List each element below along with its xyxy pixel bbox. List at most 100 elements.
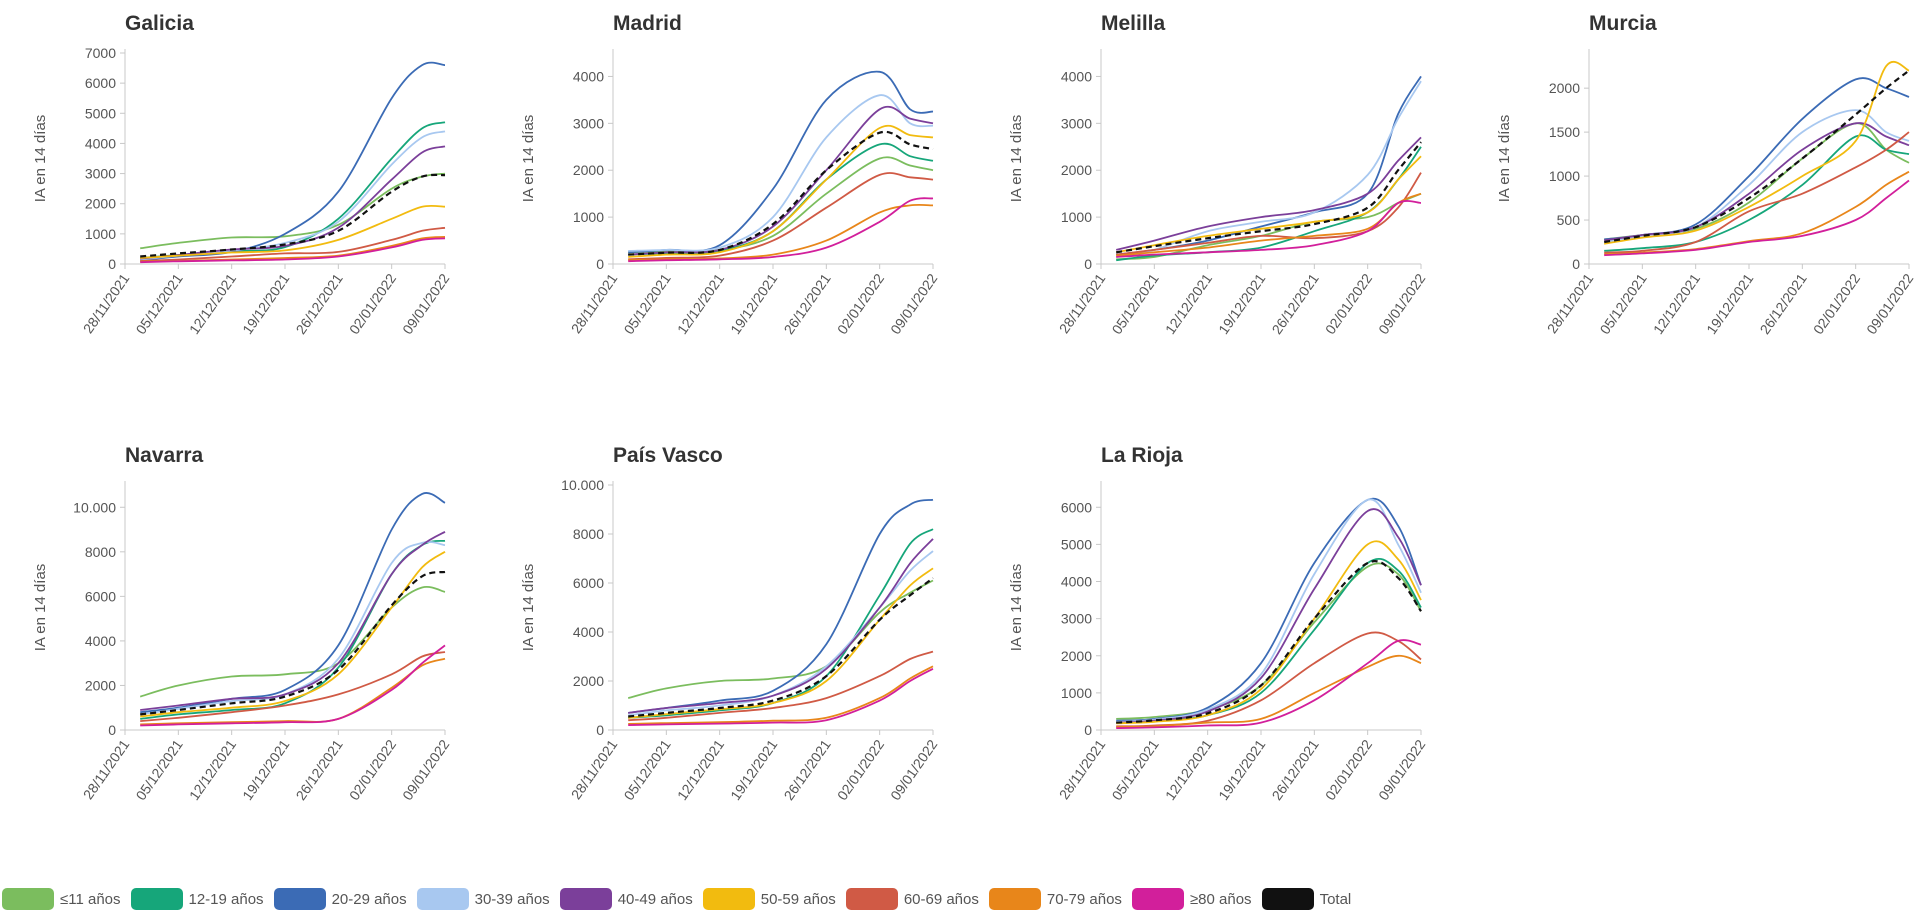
series-line-40-49-a-os bbox=[628, 538, 934, 714]
chart-panel-4: Navarra IA en 14 días 0 2000 4000 6000 8000 10.… bbox=[32, 444, 453, 803]
x-tick-label: 02/01/2022 bbox=[1322, 736, 1375, 803]
y-tick-label: 4000 bbox=[85, 633, 116, 649]
legend: ≤11 años 12-19 años 20-29 años 30-39 años 40… bbox=[0, 888, 1930, 910]
legend-item[interactable]: 40-49 años bbox=[559, 888, 693, 910]
x-tick-label: 05/12/2021 bbox=[1596, 270, 1649, 337]
x-tick-label: 05/12/2021 bbox=[132, 270, 185, 337]
series-line-60-69-a-os bbox=[140, 226, 446, 262]
y-tick-label: 2000 bbox=[573, 673, 604, 689]
x-tick-label: 09/01/2022 bbox=[399, 736, 452, 803]
legend-item[interactable]: 30-39 años bbox=[416, 888, 550, 910]
y-tick-label: 0 bbox=[1572, 256, 1580, 272]
y-tick-label: 10.000 bbox=[73, 499, 116, 515]
legend-item[interactable]: 12-19 años bbox=[130, 888, 264, 910]
y-tick-label: 0 bbox=[596, 722, 604, 738]
x-tick-label: 26/12/2021 bbox=[292, 736, 345, 803]
y-tick-label: 1500 bbox=[1549, 124, 1580, 140]
series-line-60-69-a-os bbox=[140, 651, 446, 722]
x-tick-label: 26/12/2021 bbox=[1268, 270, 1321, 337]
series-line-12-19-a-os bbox=[628, 142, 934, 256]
legend-label: 40-49 años bbox=[617, 890, 693, 908]
y-tick-label: 3000 bbox=[1061, 115, 1092, 131]
series-line-30-39-a-os bbox=[140, 541, 446, 716]
x-tick-label: 05/12/2021 bbox=[132, 736, 185, 803]
y-tick-label: 5000 bbox=[85, 105, 116, 121]
x-tick-label: 26/12/2021 bbox=[292, 270, 345, 337]
y-tick-label: 3000 bbox=[1061, 611, 1092, 627]
x-tick-label: 02/01/2022 bbox=[1810, 270, 1863, 337]
x-tick-label: 05/12/2021 bbox=[1108, 270, 1161, 337]
series-line-total bbox=[1604, 69, 1910, 244]
legend-item[interactable]: 60-69 años bbox=[845, 888, 979, 910]
y-tick-label: 0 bbox=[1084, 256, 1092, 272]
x-tick-label: 05/12/2021 bbox=[1108, 736, 1161, 803]
x-tick-label: 12/12/2021 bbox=[186, 736, 239, 803]
y-axis-label: IA en 14 días bbox=[1008, 115, 1025, 203]
series-line--80-a-os bbox=[628, 668, 934, 726]
series-line-12-19-a-os bbox=[628, 528, 934, 719]
y-axis-label: IA en 14 días bbox=[32, 564, 49, 652]
y-tick-label: 10.000 bbox=[561, 477, 604, 493]
legend-label: 50-59 años bbox=[760, 890, 836, 908]
x-tick-label: 19/12/2021 bbox=[1703, 270, 1756, 337]
legend-item[interactable]: Total bbox=[1261, 888, 1351, 910]
legend-item[interactable]: 50-59 años bbox=[702, 888, 836, 910]
series-line-40-49-a-os bbox=[628, 105, 934, 256]
x-tick-label: 05/12/2021 bbox=[620, 270, 673, 337]
x-tick-label: 02/01/2022 bbox=[1322, 270, 1375, 337]
y-axis-label: IA en 14 días bbox=[32, 115, 49, 203]
legend-label: 70-79 años bbox=[1046, 890, 1122, 908]
series-line-40-49-a-os bbox=[1604, 122, 1910, 242]
x-tick-label: 02/01/2022 bbox=[834, 270, 887, 337]
legend-swatch bbox=[1261, 888, 1314, 910]
legend-item[interactable]: 70-79 años bbox=[988, 888, 1122, 910]
panel-title: Murcia bbox=[1589, 12, 1657, 35]
series-line--11-a-os bbox=[627, 579, 934, 699]
y-tick-label: 6000 bbox=[573, 575, 604, 591]
y-tick-label: 0 bbox=[108, 722, 116, 738]
series-line--11-a-os bbox=[628, 156, 934, 254]
x-tick-label: 28/11/2021 bbox=[1544, 270, 1597, 336]
x-tick-label: 02/01/2022 bbox=[346, 270, 399, 337]
series-line--80-a-os bbox=[140, 237, 446, 264]
series-line-40-49-a-os bbox=[1115, 136, 1422, 251]
series-line-70-79-a-os bbox=[1116, 654, 1422, 728]
y-tick-label: 1000 bbox=[573, 209, 604, 225]
legend-item[interactable]: 20-29 años bbox=[273, 888, 407, 910]
series-line-30-39-a-os bbox=[1604, 109, 1910, 243]
chart-panel-2: Melilla IA en 14 días 0 1000 2000 3000 4000 28/… bbox=[1008, 12, 1429, 337]
series-line--11-a-os bbox=[1604, 122, 1910, 241]
y-tick-label: 4000 bbox=[573, 68, 604, 84]
x-tick-label: 09/01/2022 bbox=[1375, 736, 1428, 803]
y-tick-label: 2000 bbox=[85, 677, 116, 693]
y-tick-label: 1000 bbox=[1061, 209, 1092, 225]
legend-swatch bbox=[559, 888, 612, 910]
y-tick-label: 0 bbox=[108, 256, 116, 272]
chart-panel-1: Madrid IA en 14 días 0 1000 2000 3000 4000 28/1… bbox=[520, 12, 941, 337]
chart-panel-3: Murcia IA en 14 días 0 500 1000 1500 2000 28/11… bbox=[1496, 12, 1917, 337]
chart-panel-0: Galicia IA en 14 días 0 1000 2000 3000 4000 500… bbox=[32, 12, 453, 337]
panel-title: Galicia bbox=[125, 12, 194, 35]
series-line-20-29-a-os bbox=[140, 492, 446, 714]
series-line-total bbox=[628, 577, 934, 718]
y-tick-label: 6000 bbox=[1061, 499, 1092, 515]
x-tick-label: 26/12/2021 bbox=[1268, 736, 1321, 803]
series-line-20-29-a-os bbox=[140, 61, 446, 262]
x-tick-label: 28/11/2021 bbox=[1056, 270, 1109, 336]
panel-title: Melilla bbox=[1101, 12, 1166, 35]
series-line--80-a-os bbox=[1116, 639, 1422, 729]
y-tick-label: 5000 bbox=[1061, 536, 1092, 552]
legend-swatch bbox=[130, 888, 183, 910]
x-tick-label: 12/12/2021 bbox=[674, 736, 727, 803]
panel-title: Navarra bbox=[125, 444, 204, 467]
x-tick-label: 09/01/2022 bbox=[399, 270, 452, 337]
panel-title: Madrid bbox=[613, 12, 682, 35]
legend-swatch bbox=[845, 888, 898, 910]
series-line-30-39-a-os bbox=[628, 550, 934, 717]
y-axis-label: IA en 14 días bbox=[1496, 115, 1513, 203]
legend-item[interactable]: ≤11 años bbox=[2, 888, 121, 910]
legend-item[interactable]: ≥80 años bbox=[1131, 888, 1252, 910]
y-tick-label: 2000 bbox=[573, 162, 604, 178]
y-tick-label: 4000 bbox=[1061, 68, 1092, 84]
legend-swatch bbox=[988, 888, 1041, 910]
